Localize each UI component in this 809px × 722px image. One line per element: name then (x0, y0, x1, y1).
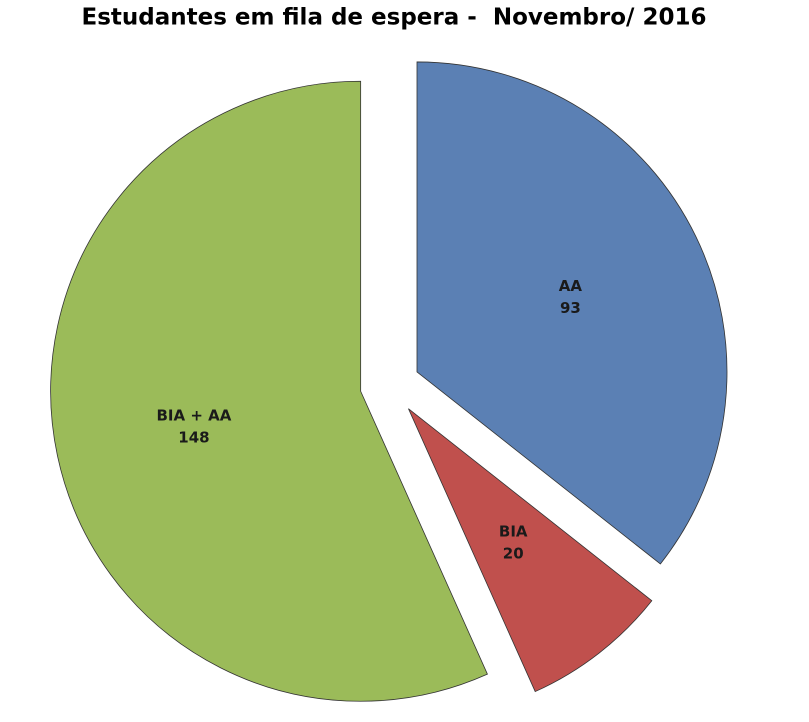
pie-slice (50, 80, 488, 702)
chart-title: Estudantes em fila de espera - Novembro/… (82, 5, 707, 31)
pie-slice (416, 61, 728, 565)
slice-label: AA (559, 277, 583, 295)
slice-value: 20 (503, 545, 524, 563)
slice-label: BIA + AA (157, 406, 232, 424)
slice-value: 148 (178, 428, 209, 446)
pie-slice (408, 408, 653, 693)
slice-value: 93 (560, 299, 581, 317)
slice-label: BIA (499, 523, 528, 541)
